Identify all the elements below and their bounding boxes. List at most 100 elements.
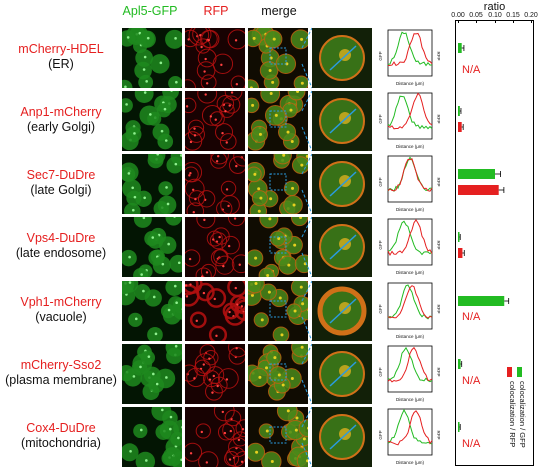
micrograph-gfp — [122, 91, 182, 151]
axis-tick-label: 0.20 — [524, 12, 538, 19]
legend-swatch-rfp — [507, 367, 512, 377]
bar-gfp — [458, 296, 505, 306]
marker-name: mCherry-Sso2 — [20, 358, 102, 372]
zoom-inset — [312, 154, 372, 214]
line-profile-plot: Distance (μm) GFP RFP — [376, 217, 442, 277]
plot-y-left-label: GFP — [378, 304, 383, 313]
organelle-name: (vacuole) — [35, 310, 87, 324]
row-label: Vps4-DuDre (late endosome) — [0, 231, 122, 261]
row-label: mCherry-HDEL (ER) — [0, 42, 122, 72]
line-profile-plot: Distance (μm) GFP RFP — [376, 28, 442, 88]
plot-y-right-label: RFP — [436, 115, 441, 124]
zoom-guide-lines — [301, 216, 313, 278]
bar-axis-title: ratio — [483, 1, 506, 13]
plot-x-label: Distance (μm) — [396, 397, 425, 402]
bar-gfp — [458, 359, 461, 369]
marker-name: Vps4-DuDre — [26, 231, 96, 245]
zoom-guide-lines — [301, 153, 313, 215]
micrograph-rfp — [185, 154, 245, 214]
axis-tick-label: 0.05 — [469, 12, 483, 19]
bar-rfp — [458, 248, 463, 258]
row-label: Anp1-mCherry (early Golgi) — [0, 105, 122, 135]
zoom-inset — [312, 407, 372, 467]
marker-name: mCherry-HDEL — [18, 42, 104, 56]
na-label: N/A — [462, 375, 481, 387]
micrograph-merge — [248, 91, 308, 151]
zoom-guide-lines — [301, 90, 313, 152]
bar-gfp — [458, 232, 460, 242]
marker-name: Sec7-DuDre — [26, 168, 96, 182]
bar-gfp — [458, 422, 460, 432]
header-merge: merge — [261, 4, 297, 18]
bar-chart — [458, 43, 510, 432]
plot-y-left-label: GFP — [378, 367, 383, 376]
axis-tick — [495, 20, 496, 23]
micrograph-gfp — [122, 407, 182, 467]
micrograph-gfp — [122, 281, 182, 341]
micrograph-gfp — [122, 28, 182, 88]
organelle-name: (early Golgi) — [26, 120, 96, 134]
axis-tick — [458, 20, 459, 23]
marker-name: Vph1-mCherry — [20, 295, 102, 309]
row-label: Vph1-mCherry (vacuole) — [0, 295, 122, 325]
micrograph-rfp — [185, 28, 245, 88]
bar-gfp — [458, 43, 462, 53]
plot-y-right-label: RFP — [436, 52, 441, 61]
bar-chart-panel — [455, 20, 534, 466]
legend-rfp-label: colocalization / RFP — [508, 381, 517, 448]
row-label: mCherry-Sso2 (plasma membrane) — [0, 358, 122, 388]
line-profile-plot: Distance (μm) GFP RFP — [376, 91, 442, 151]
plot-x-label: Distance (μm) — [396, 144, 425, 149]
na-label: N/A — [462, 311, 481, 323]
micrograph-merge — [248, 407, 308, 467]
zoom-inset — [312, 91, 372, 151]
bar-gfp — [458, 106, 460, 116]
marker-name: Cox4-DuDre — [26, 421, 96, 435]
zoom-inset — [312, 344, 372, 404]
zoom-guide-lines — [301, 27, 313, 89]
micrograph-merge — [248, 281, 308, 341]
axis-tick-label: 0.00 — [451, 12, 465, 19]
plot-y-right-label: RFP — [436, 305, 441, 314]
axis-tick-label: 0.10 — [488, 12, 502, 19]
plot-y-left-label: GFP — [378, 51, 383, 60]
micrograph-rfp — [185, 407, 245, 467]
bar-rfp — [458, 185, 499, 195]
micrograph-rfp — [185, 91, 245, 151]
micrograph-merge — [248, 28, 308, 88]
plot-y-right-label: RFP — [436, 178, 441, 187]
bar-rfp — [458, 122, 462, 132]
line-profile-plot: Distance (μm) GFP RFP — [376, 281, 442, 341]
plot-y-left-label: GFP — [378, 177, 383, 186]
micrograph-gfp — [122, 154, 182, 214]
organelle-name: (late endosome) — [15, 246, 107, 260]
micrograph-rfp — [185, 281, 245, 341]
plot-y-left-label: GFP — [378, 114, 383, 123]
zoom-guide-lines — [301, 280, 313, 342]
zoom-inset — [312, 217, 372, 277]
na-label: N/A — [462, 64, 481, 76]
header-rfp: RFP — [203, 4, 229, 18]
plot-y-right-label: RFP — [436, 241, 441, 250]
na-label: N/A — [462, 438, 481, 450]
axis-tick — [476, 20, 477, 23]
organelle-name: (plasma membrane) — [5, 373, 117, 387]
axis-tick — [531, 20, 532, 23]
line-profile-plot: Distance (μm) GFP RFP — [376, 154, 442, 214]
organelle-name: (late Golgi) — [30, 183, 92, 197]
header-gfp: Apl5-GFP — [122, 4, 178, 18]
legend-swatch-gfp — [517, 367, 522, 377]
organelle-name: (mitochondria) — [21, 436, 101, 450]
micrograph-merge — [248, 344, 308, 404]
micrograph-merge — [248, 154, 308, 214]
micrograph-gfp — [122, 344, 182, 404]
zoom-inset — [312, 281, 372, 341]
plot-y-right-label: RFP — [436, 431, 441, 440]
plot-x-label: Distance (μm) — [396, 334, 425, 339]
micrograph-gfp — [122, 217, 182, 277]
plot-y-right-label: RFP — [436, 368, 441, 377]
micrograph-merge — [248, 217, 308, 277]
bar-gfp — [458, 169, 495, 179]
legend-gfp-label: colocalization / GFP — [518, 381, 527, 448]
zoom-guide-lines — [301, 343, 313, 405]
